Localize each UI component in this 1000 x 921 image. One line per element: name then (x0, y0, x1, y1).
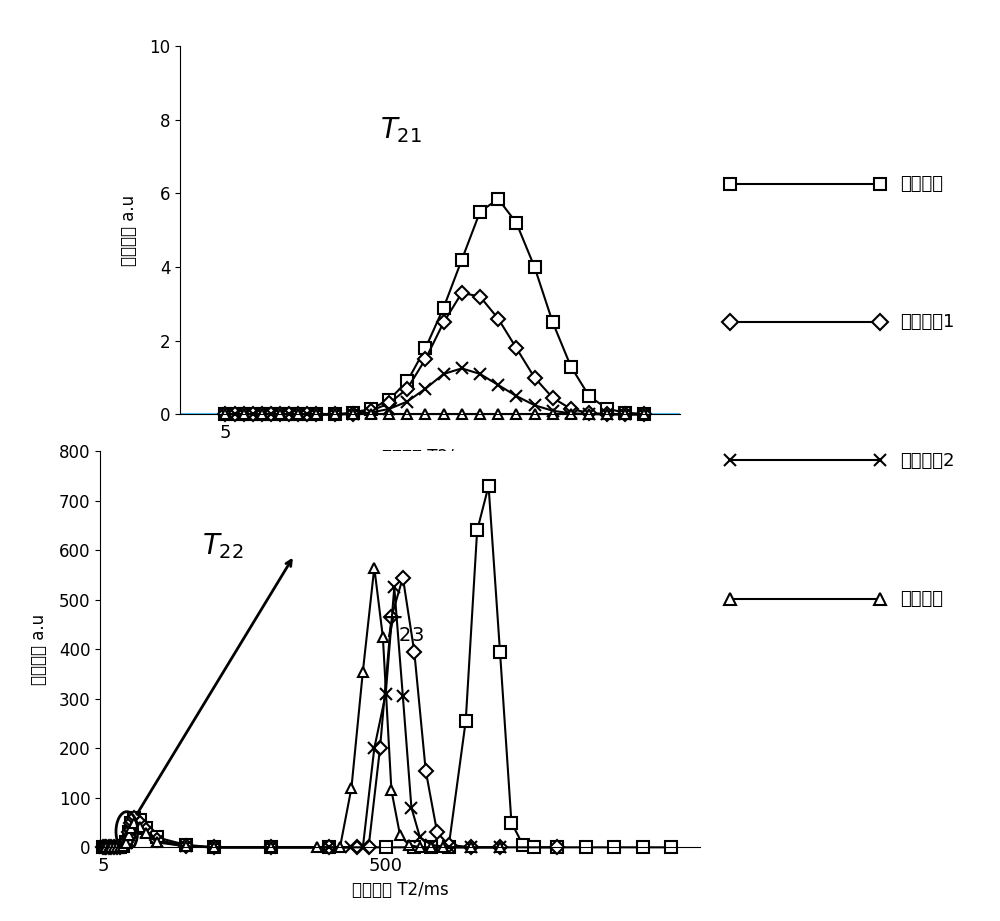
Y-axis label: 信号幅度 a.u: 信号幅度 a.u (30, 613, 48, 685)
Text: 食用明胶: 食用明胶 (900, 175, 943, 193)
Text: $T_{23}$: $T_{23}$ (382, 614, 424, 644)
Text: 待测样品2: 待测样品2 (900, 451, 954, 470)
Text: $T_{21}$: $T_{21}$ (380, 115, 422, 145)
Text: $T_{22}$: $T_{22}$ (202, 531, 244, 561)
X-axis label: 弛豪时间 T2/ms: 弛豪时间 T2/ms (352, 880, 448, 899)
X-axis label: 弛豪时间 T2/ms: 弛豪时间 T2/ms (382, 448, 478, 466)
Text: 待测样品1: 待测样品1 (900, 313, 954, 332)
Text: 工业明胶: 工业明胶 (900, 589, 943, 608)
Y-axis label: 信号幅度 a.u: 信号幅度 a.u (120, 194, 138, 266)
